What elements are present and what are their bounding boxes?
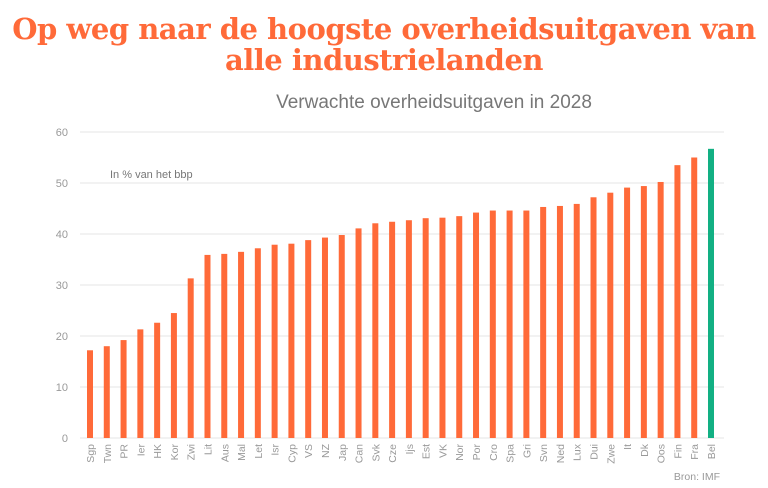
bar-nz bbox=[321, 237, 328, 438]
bar-aus bbox=[221, 253, 228, 438]
bar-lux bbox=[573, 203, 580, 438]
bar-can bbox=[355, 228, 362, 438]
source-label: Bron: IMF bbox=[674, 471, 720, 483]
bar-ijs bbox=[405, 220, 412, 438]
bar-cyp bbox=[288, 243, 295, 438]
bar-fin bbox=[674, 165, 681, 438]
x-tick-label: Isr bbox=[270, 444, 282, 456]
bar-isr bbox=[271, 244, 278, 438]
bar-twn bbox=[103, 346, 110, 438]
x-tick-label: Twn bbox=[102, 444, 114, 463]
bar-zwe bbox=[607, 192, 614, 438]
y-tick-label: 20 bbox=[56, 331, 68, 343]
x-tick-label: Aus bbox=[219, 444, 231, 462]
bar-svk bbox=[372, 223, 379, 438]
bar-gri bbox=[523, 210, 530, 438]
x-tick-label: Jap bbox=[337, 444, 349, 461]
x-tick-label: Cyp bbox=[286, 444, 298, 463]
x-tick-label: Mal bbox=[236, 444, 248, 461]
y-tick-label: 40 bbox=[56, 229, 68, 241]
bar-lit bbox=[204, 254, 211, 438]
x-tick-label: Gri bbox=[521, 444, 533, 458]
x-tick-label: Svn bbox=[538, 444, 550, 462]
bar-zwi bbox=[187, 278, 194, 438]
x-tick-label: HK bbox=[152, 444, 164, 459]
x-tick-label: Ned bbox=[555, 444, 567, 463]
bar-pr bbox=[120, 340, 127, 438]
bar-fra bbox=[691, 157, 698, 438]
unit-label: In % van het bbp bbox=[110, 169, 193, 181]
x-tick-label: Por bbox=[471, 444, 483, 461]
bar-est bbox=[422, 218, 429, 438]
x-tick-label: Cze bbox=[387, 444, 399, 463]
x-tick-label: Dui bbox=[589, 444, 601, 460]
bar-ier bbox=[137, 329, 144, 438]
x-tick-label: It bbox=[622, 444, 634, 450]
x-tick-label: Svk bbox=[370, 443, 382, 461]
bar-spa bbox=[506, 210, 513, 438]
bar-vs bbox=[305, 240, 312, 438]
chart-subtitle: Verwachte overheidsuitgaven in 2028 bbox=[276, 92, 592, 113]
x-tick-label: Zwi bbox=[186, 444, 198, 460]
y-tick-label: 50 bbox=[56, 178, 68, 190]
bar-cze bbox=[389, 221, 396, 438]
x-tick-label: Dk bbox=[639, 443, 651, 457]
bar-jap bbox=[338, 235, 345, 438]
x-tick-label: Est bbox=[421, 444, 433, 459]
y-tick-label: 0 bbox=[62, 433, 68, 445]
bar-let bbox=[254, 248, 261, 438]
bar-svn bbox=[540, 206, 547, 438]
bar-bel bbox=[708, 148, 714, 438]
bar-it bbox=[624, 187, 631, 438]
bar-oos bbox=[657, 181, 664, 439]
bar-ned bbox=[556, 205, 563, 438]
x-tick-label: Fra bbox=[689, 444, 701, 460]
x-tick-label: Ijs bbox=[404, 444, 416, 455]
bar-sgp bbox=[87, 350, 93, 438]
x-tick-label: Sgp bbox=[85, 444, 97, 463]
chart-title: Op weg naar de hoogste overheidsuitgaven… bbox=[12, 12, 756, 77]
bar-mal bbox=[238, 251, 245, 438]
bar-nor bbox=[456, 216, 463, 438]
x-tick-label: Nor bbox=[454, 443, 466, 460]
x-tick-label: Let bbox=[253, 444, 265, 459]
x-tick-label: Kor bbox=[169, 444, 181, 461]
bar-kor bbox=[170, 313, 177, 438]
x-tick-label: Lit bbox=[202, 444, 214, 455]
y-tick-label: 10 bbox=[56, 382, 68, 394]
bar-cro bbox=[489, 210, 496, 438]
x-tick-label: VK bbox=[437, 444, 449, 458]
bar-hk bbox=[154, 322, 161, 438]
bar-dui bbox=[590, 197, 597, 438]
x-tick-label: NZ bbox=[320, 443, 332, 458]
x-tick-label: VS bbox=[303, 444, 315, 458]
x-tick-label: Spa bbox=[505, 444, 517, 463]
x-tick-label: Fin bbox=[672, 444, 684, 459]
bar-vk bbox=[439, 217, 446, 438]
y-tick-label: 60 bbox=[56, 127, 68, 139]
x-tick-label: Oos bbox=[656, 444, 668, 463]
x-tick-label: Ier bbox=[135, 444, 147, 457]
x-tick-label: Lux bbox=[572, 443, 584, 461]
x-tick-label: Zwe bbox=[605, 444, 617, 464]
bar-por bbox=[473, 212, 480, 438]
y-tick-label: 30 bbox=[56, 280, 68, 292]
x-tick-label: PR bbox=[119, 444, 131, 459]
x-tick-label: Cro bbox=[488, 444, 500, 461]
x-tick-label: Bel bbox=[706, 444, 718, 459]
bar-dk bbox=[640, 186, 647, 438]
x-tick-label: Can bbox=[354, 444, 366, 463]
